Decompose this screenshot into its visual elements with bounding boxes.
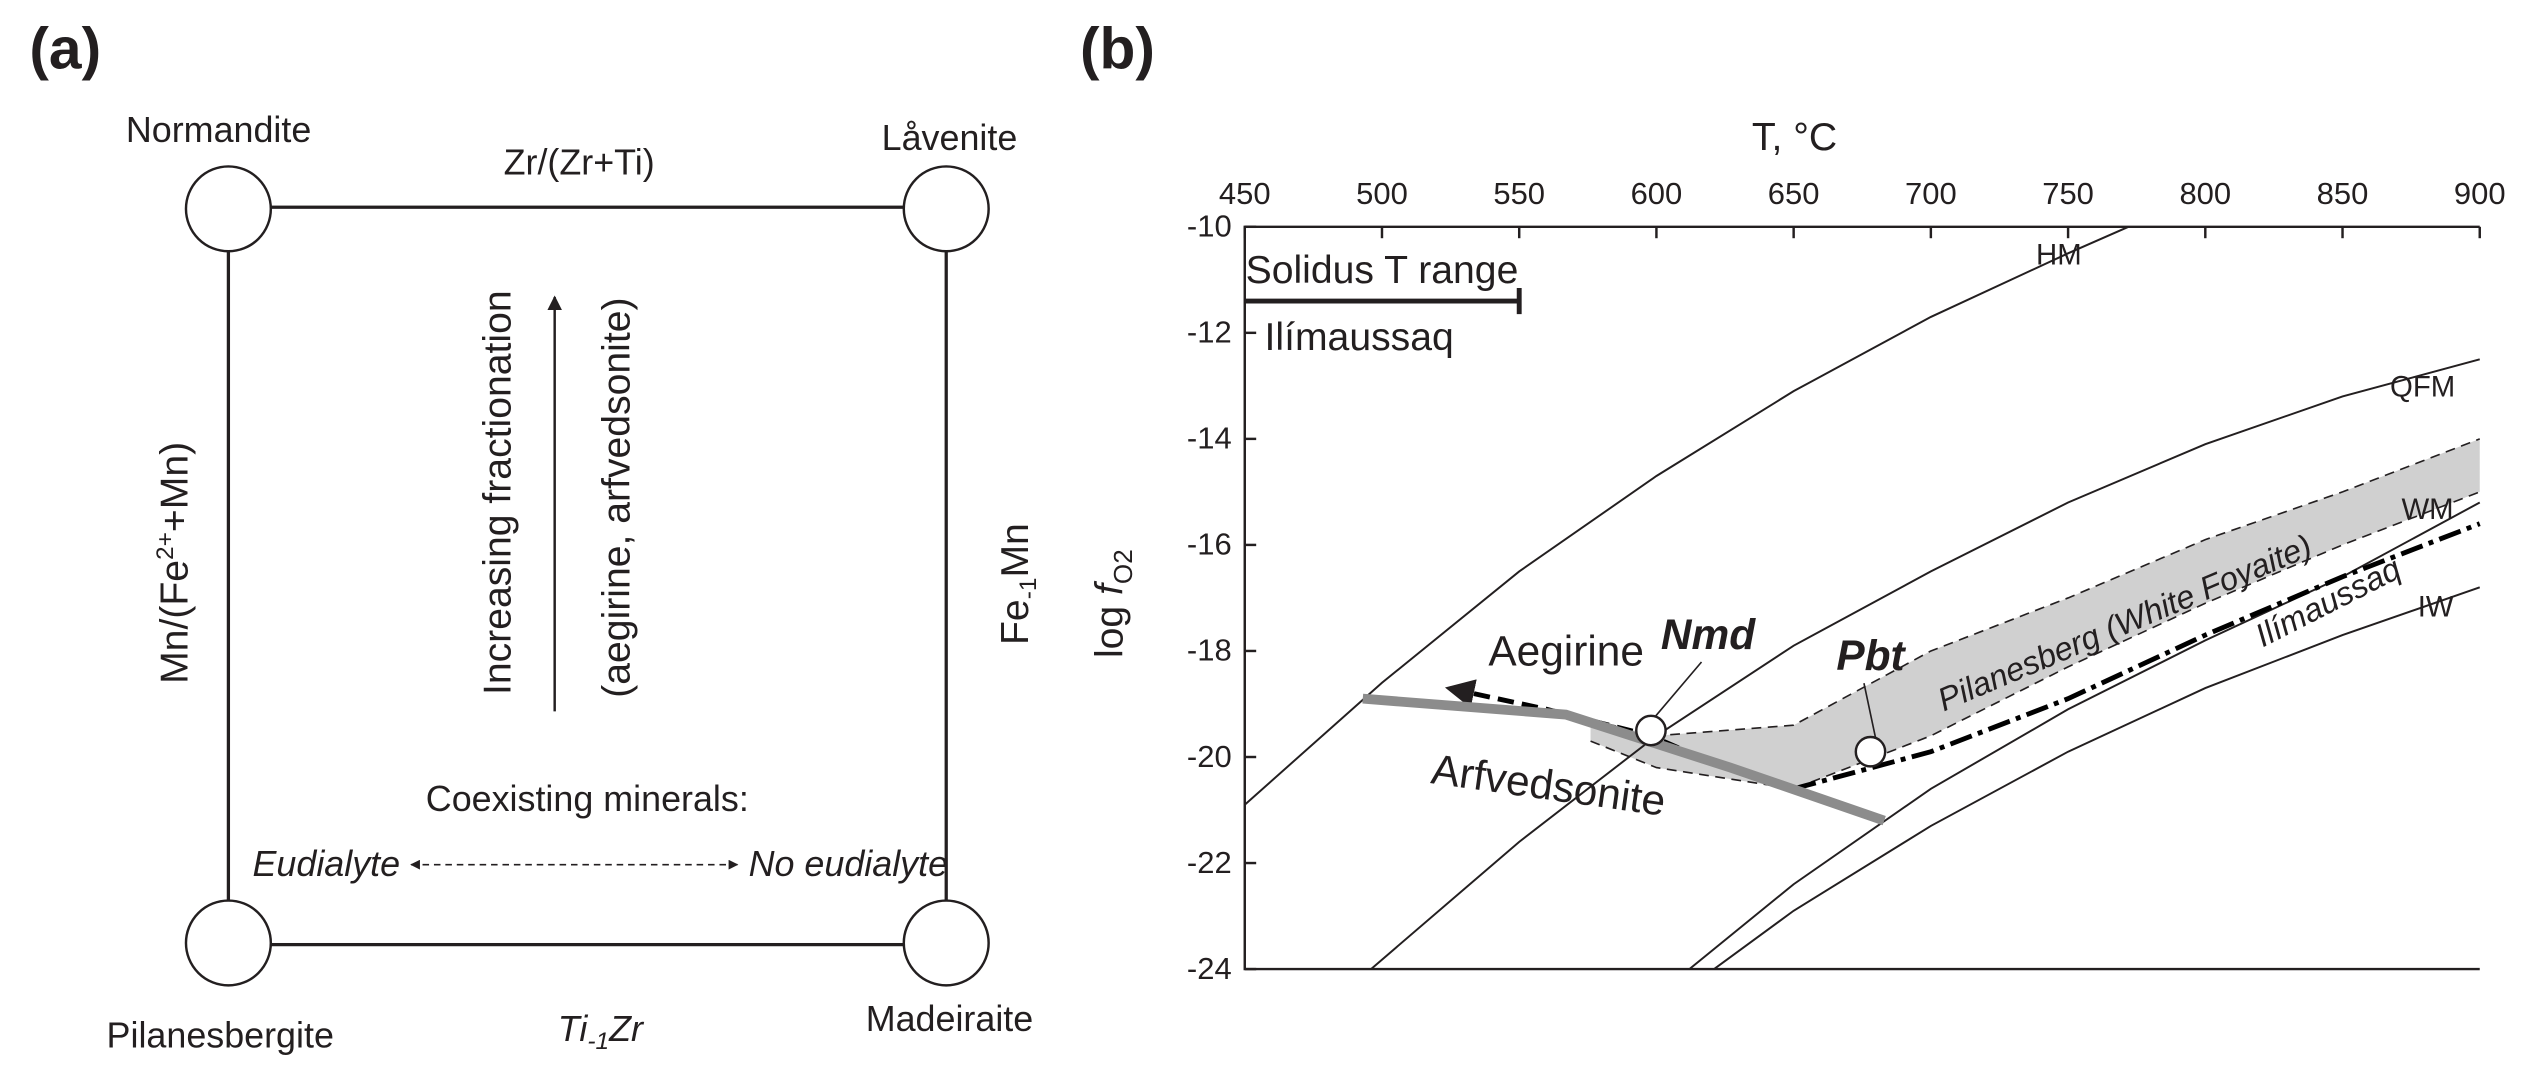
x-tick-label: 750 bbox=[2042, 176, 2094, 211]
x-tick-label: 800 bbox=[2179, 176, 2231, 211]
series-label: WM bbox=[2401, 493, 2453, 526]
text-part: Ti bbox=[558, 1009, 589, 1049]
x-tick-label: 650 bbox=[1768, 176, 1820, 211]
edge-label: Mn/(Fe2++Mn) bbox=[152, 442, 197, 684]
edge-label: Zr/(Zr+Ti) bbox=[504, 143, 655, 183]
arrow-text: Increasing fractionation bbox=[477, 290, 520, 695]
band-area bbox=[1590, 438, 2480, 789]
leader bbox=[1863, 683, 1877, 738]
corner-circle bbox=[902, 899, 990, 987]
corner-circle bbox=[184, 165, 273, 253]
x-tick-label: 850 bbox=[2317, 176, 2369, 211]
band-upper bbox=[1590, 438, 2481, 737]
series-line bbox=[1370, 358, 2480, 970]
coexisting-label: Coexisting minerals: bbox=[426, 779, 749, 819]
superscript: 2+ bbox=[152, 532, 179, 560]
y-axis-title: log fO2 bbox=[1088, 549, 1138, 658]
corner-label: Pilanesbergite bbox=[107, 1015, 334, 1055]
series-line bbox=[1713, 586, 2481, 970]
solidus-label: Solidus T range bbox=[1246, 249, 1519, 292]
point bbox=[1854, 735, 1887, 768]
leader bbox=[1655, 661, 1703, 717]
x-axis-title: T, °C bbox=[1752, 116, 1837, 159]
series-label: QFM bbox=[2390, 370, 2455, 403]
series-line bbox=[1792, 521, 2481, 792]
edge-label: Ti-1Zr bbox=[558, 1009, 645, 1055]
y-tick-label: -16 bbox=[1187, 527, 1232, 562]
panel-b: (b) T, °C log fO2 450 500 550 600 650 700 750 8… bbox=[1080, 17, 2506, 986]
y-tick-label: -14 bbox=[1187, 421, 1232, 456]
x-tick-label: 500 bbox=[1356, 176, 1408, 211]
x-tick-label: 550 bbox=[1493, 176, 1545, 211]
edge-label: Fe-1Mn bbox=[994, 523, 1042, 645]
point bbox=[1635, 714, 1667, 747]
band-lower bbox=[1590, 491, 2481, 790]
text-part: Zr bbox=[608, 1009, 645, 1049]
series-label: IW bbox=[2418, 591, 2454, 624]
y-tick-label: -12 bbox=[1187, 315, 1232, 350]
text-part: log bbox=[1088, 595, 1131, 658]
arrow-text: (aegirine, arfvedsonite) bbox=[596, 297, 639, 697]
corner-label: Normandite bbox=[126, 110, 311, 150]
y-tick-label: -20 bbox=[1187, 739, 1232, 774]
series-line bbox=[1244, 225, 2129, 806]
mineral-label: No eudialyte bbox=[749, 844, 948, 884]
corner-circle bbox=[184, 899, 273, 987]
subscript: -1 bbox=[1015, 578, 1042, 600]
corner-label: Låvenite bbox=[882, 118, 1018, 158]
panel-a: (a) Normandite Låvenite Pilanesbergite M… bbox=[29, 17, 1042, 1056]
mineral-label: Eudialyte bbox=[252, 844, 400, 884]
series-label: HM bbox=[2036, 238, 2082, 271]
x-tick-label: 700 bbox=[1905, 176, 1957, 211]
square bbox=[226, 205, 948, 947]
point-label: Pbt bbox=[1836, 632, 1906, 679]
point-label: Nmd bbox=[1661, 611, 1756, 658]
x-tick-label: 600 bbox=[1631, 176, 1683, 211]
text-part: Mn/(Fe bbox=[154, 560, 197, 684]
panel-tag: (a) bbox=[29, 17, 101, 82]
plot-frame bbox=[1243, 225, 2480, 971]
solidus-bar bbox=[1244, 287, 1522, 315]
y-tick-label: -10 bbox=[1187, 209, 1232, 244]
subscript: O2 bbox=[1108, 549, 1138, 584]
corner-circle bbox=[902, 165, 990, 253]
x-tick-label: 450 bbox=[1219, 176, 1271, 211]
corner-label: Madeiraite bbox=[866, 999, 1033, 1039]
y-tick-label: -22 bbox=[1187, 845, 1232, 880]
text-part: Fe bbox=[994, 599, 1037, 645]
series-label: Aegirine bbox=[1488, 628, 1644, 675]
subscript: -1 bbox=[587, 1028, 609, 1055]
x-tick-label: 900 bbox=[2454, 176, 2506, 211]
y-tick-label: -18 bbox=[1187, 633, 1232, 668]
text-part: f bbox=[1088, 580, 1131, 595]
y-tick-label: -24 bbox=[1187, 951, 1232, 986]
text-part: Mn bbox=[994, 523, 1037, 577]
text-part: +Mn) bbox=[154, 442, 197, 532]
panel-tag: (b) bbox=[1080, 17, 1155, 82]
solidus-sublabel: Ilímaussaq bbox=[1265, 316, 1454, 359]
